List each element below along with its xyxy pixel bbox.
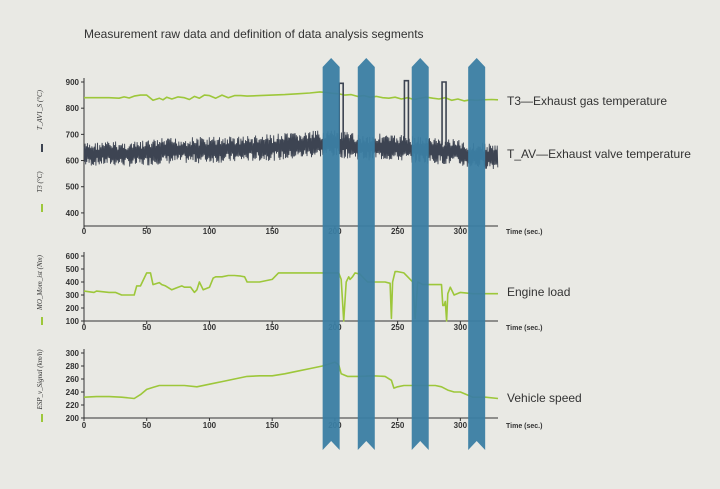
series-tav-spike: [441, 81, 447, 145]
x-tick-label: 0: [82, 323, 87, 332]
x-tick-label: 150: [266, 323, 280, 332]
y-tick-label: 300: [66, 291, 80, 300]
x-tick-label: 50: [142, 421, 151, 430]
engine-load-panel: 100200300400500600050100150200250300Time…: [36, 252, 542, 332]
series-t3: [84, 91, 499, 102]
y-tick-label: 600: [66, 157, 80, 166]
x-tick-label: 0: [82, 421, 87, 430]
y-tick-label: 400: [66, 278, 80, 287]
x-axis-label: Time (sec.): [506, 229, 542, 236]
y-tick-label: 800: [66, 104, 80, 113]
y-tick-label: 600: [66, 252, 80, 261]
x-tick-label: 50: [142, 323, 151, 332]
series-vehicle-speed: [83, 361, 499, 400]
x-tick-label: 150: [266, 227, 280, 236]
x-tick-label: 300: [454, 421, 468, 430]
x-axis-label: Time (sec.): [506, 325, 542, 332]
y-axis-label-tav: T_AV1_S (°C): [36, 89, 44, 130]
y-tick-label: 220: [66, 401, 80, 410]
x-tick-label: 250: [391, 323, 405, 332]
segment-bar: [322, 58, 340, 450]
annotation-t3: T3—Exhaust gas temperature: [507, 94, 667, 108]
analysis-segments: [322, 58, 486, 450]
series-tav-spike: [403, 79, 410, 145]
y-tick-label: 500: [66, 265, 80, 274]
y-tick-label: 260: [66, 375, 80, 384]
x-tick-label: 150: [266, 421, 280, 430]
y-tick-label: 280: [66, 362, 80, 371]
temperature-panel: 400500600700800900050100150200250300Time…: [36, 78, 542, 236]
vehicle-speed-panel: 200220240260280300050100150200250300Time…: [36, 349, 542, 430]
y-axis-label-t3: T3 (°C): [36, 171, 44, 193]
x-tick-label: 100: [203, 323, 217, 332]
x-tick-label: 250: [391, 421, 405, 430]
annotation-vehicle-speed: Vehicle speed: [507, 391, 582, 405]
figure-title: Measurement raw data and definition of d…: [84, 27, 424, 41]
annotation-engine-load: Engine load: [507, 285, 570, 299]
y-tick-label: 700: [66, 130, 80, 139]
y-axis-label: MO_Mom_ist (Nm): [36, 254, 44, 311]
series-tav-band: [83, 130, 499, 170]
y-tick-label: 300: [66, 349, 80, 358]
x-tick-label: 100: [203, 227, 217, 236]
y-tick-label: 900: [66, 78, 80, 87]
segment-bar: [411, 58, 429, 450]
x-tick-label: 100: [203, 421, 217, 430]
y-tick-label: 500: [66, 183, 80, 192]
y-tick-label: 200: [66, 304, 80, 313]
x-tick-label: 250: [391, 227, 405, 236]
x-tick-label: 300: [454, 227, 468, 236]
segment-bar: [468, 58, 486, 450]
segment-bar: [357, 58, 375, 450]
y-tick-label: 400: [66, 209, 80, 218]
x-tick-label: 300: [454, 323, 468, 332]
annotation-tav: T_AV—Exhaust valve temperature: [507, 147, 691, 161]
x-tick-label: 50: [142, 227, 151, 236]
y-tick-label: 200: [66, 414, 80, 423]
y-tick-label: 240: [66, 388, 80, 397]
y-tick-label: 100: [66, 317, 80, 326]
series-engine-load: [83, 270, 498, 322]
x-axis-label: Time (sec.): [506, 423, 542, 430]
y-axis-label: ESP_v_Signal (km/h): [36, 349, 44, 411]
x-tick-label: 0: [82, 227, 87, 236]
